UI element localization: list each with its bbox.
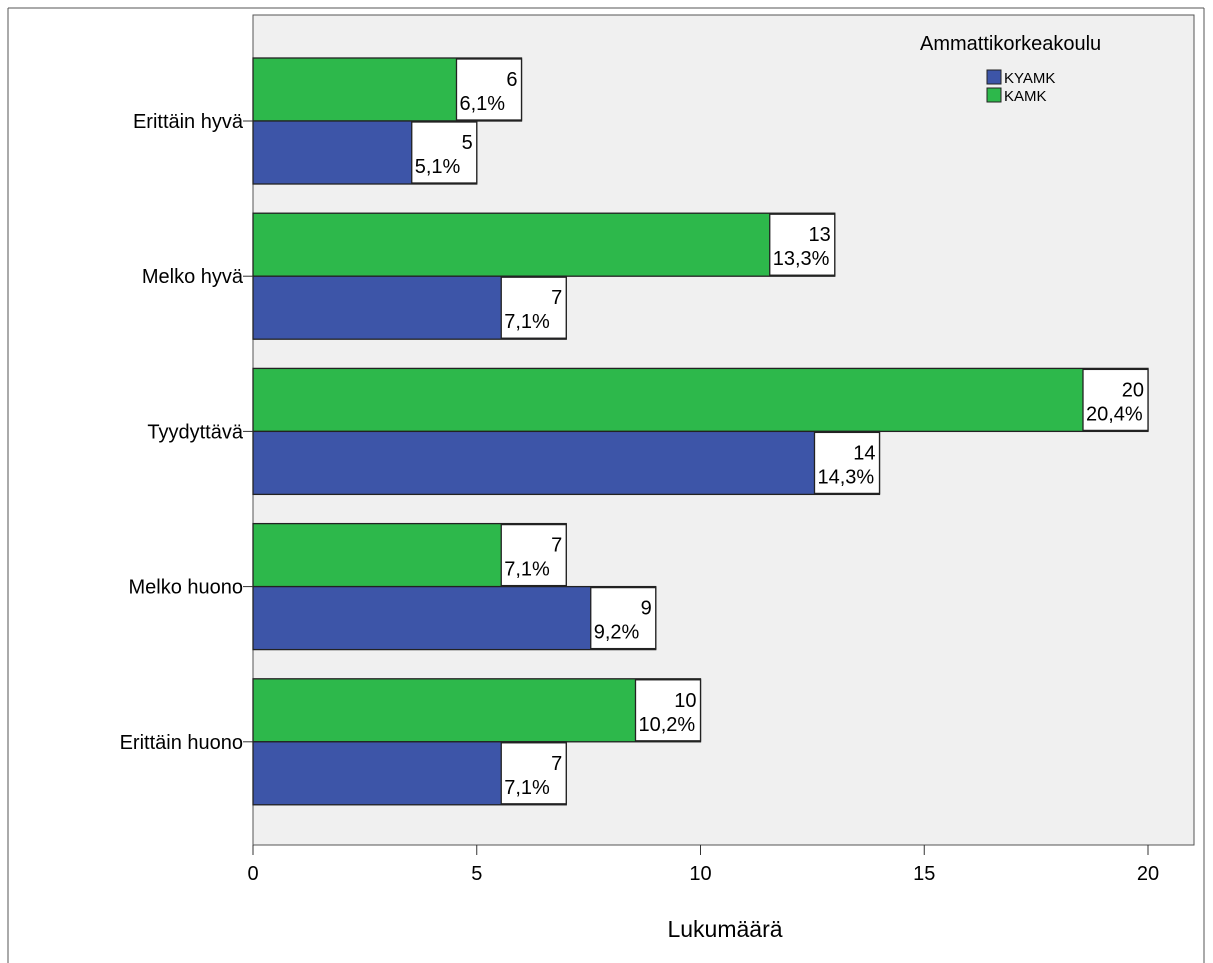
data-label-box-kyamk-erittain-hyva: [411, 121, 478, 184]
x-tick-label-15: 15: [913, 863, 935, 885]
category-label-erittain-huono: Erittäin huono: [120, 732, 243, 754]
data-label-box-kyamk-tyydyttava: [813, 431, 881, 495]
data-label-box-kyamk-erittain-huono: [500, 742, 567, 805]
x-tick-label-10: 10: [689, 863, 711, 885]
x-tick-label-20: 20: [1137, 863, 1159, 885]
legend-swatch-kyamk: [986, 69, 1002, 85]
data-label-box-kamk-erittain-huono: [634, 679, 702, 742]
data-label-box-kamk-tyydyttava: [1082, 368, 1149, 432]
data-label-percent-kyamk-melko-hyva: 7,1%: [504, 311, 550, 333]
category-label-melko-huono: Melko huono: [128, 577, 243, 599]
legend-swatch-kamk: [986, 87, 1002, 103]
data-label-box-kamk-erittain-hyva: [455, 58, 523, 121]
data-label-percent-kyamk-erittain-hyva: 5,1%: [415, 156, 461, 178]
data-label-count-kamk-erittain-huono: 10: [674, 690, 696, 712]
data-label-count-kamk-erittain-hyva: 6: [506, 69, 517, 91]
bar-kyamk-melko-huono: [252, 585, 657, 651]
data-label-count-kyamk-melko-huono: 9: [641, 598, 652, 620]
bar-kyamk-tyydyttava: [252, 430, 881, 496]
bar-kamk-erittain-huono: [252, 678, 702, 743]
bar-kamk-tyydyttava: [252, 367, 1149, 433]
data-label-count-kyamk-melko-hyva: 7: [551, 287, 562, 309]
bar-kamk-melko-hyva: [252, 212, 836, 277]
data-label-count-kyamk-tyydyttava: 14: [853, 442, 875, 464]
data-label-percent-kyamk-tyydyttava: 14,3%: [818, 466, 875, 488]
data-label-percent-kamk-erittain-huono: 10,2%: [639, 714, 696, 736]
data-label-count-kamk-melko-hyva: 13: [809, 224, 831, 246]
x-axis-title: Lukumäärä: [667, 916, 782, 942]
data-label-box-kamk-melko-huono: [500, 523, 567, 587]
data-label-percent-kamk-melko-huono: 7,1%: [504, 559, 550, 581]
data-label-percent-kyamk-melko-huono: 9,2%: [594, 622, 640, 644]
data-label-percent-kamk-erittain-hyva: 6,1%: [460, 93, 506, 115]
data-label-percent-kamk-tyydyttava: 20,4%: [1086, 403, 1143, 425]
data-label-percent-kyamk-erittain-huono: 7,1%: [504, 777, 550, 799]
data-label-count-kamk-melko-huono: 7: [551, 535, 562, 557]
legend-label-kamk: KAMK: [1004, 88, 1047, 105]
category-label-melko-hyva: Melko hyvä: [142, 266, 244, 288]
data-label-count-kyamk-erittain-hyva: 5: [462, 132, 473, 154]
data-label-count-kyamk-erittain-huono: 7: [551, 753, 562, 775]
category-label-erittain-hyva: Erittäin hyvä: [133, 111, 244, 133]
data-label-box-kyamk-melko-huono: [590, 586, 657, 650]
x-tick-label-0: 0: [247, 863, 258, 885]
data-label-box-kamk-melko-hyva: [769, 213, 836, 276]
data-label-count-kamk-tyydyttava: 20: [1122, 379, 1144, 401]
legend-title: Ammattikorkeakoulu: [920, 33, 1101, 55]
data-label-percent-kamk-melko-hyva: 13,3%: [773, 248, 830, 270]
data-label-box-kyamk-melko-hyva: [500, 276, 567, 339]
x-tick-label-5: 5: [471, 863, 482, 885]
legend-label-kyamk: KYAMK: [1004, 70, 1055, 87]
category-label-tyydyttava: Tyydyttävä: [147, 421, 243, 443]
